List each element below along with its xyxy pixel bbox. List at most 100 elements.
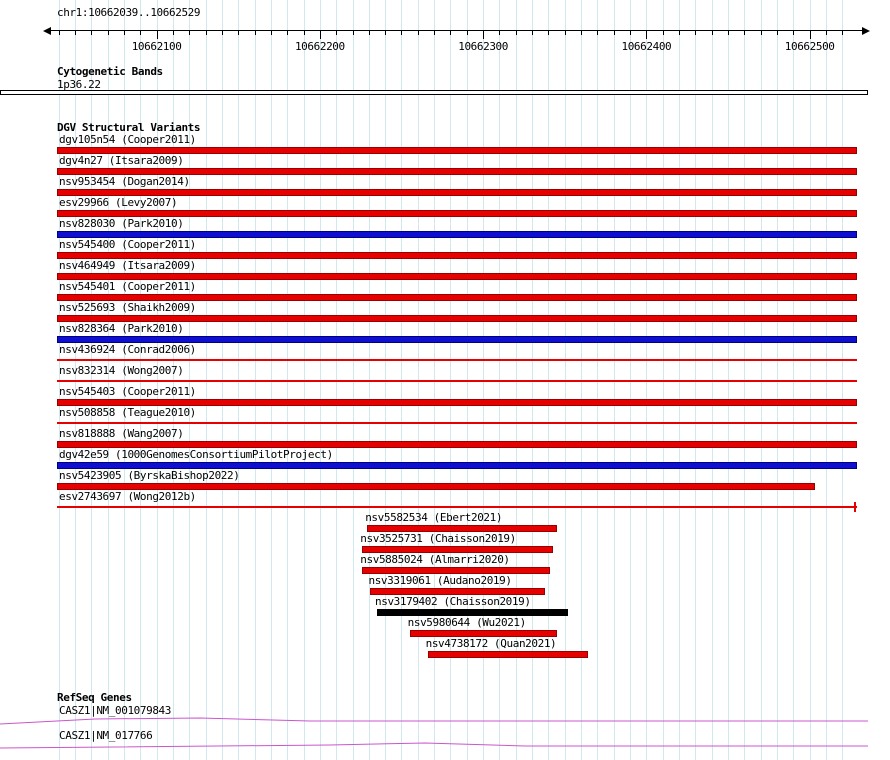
variant-label[interactable]: nsv5885024 (Almarri2020): [360, 553, 510, 566]
variant-label[interactable]: nsv464949 (Itsara2009): [59, 259, 196, 272]
variant-label[interactable]: nsv4738172 (Quan2021): [425, 637, 557, 650]
variant-label[interactable]: nsv3179402 (Chaisson2019): [375, 595, 531, 608]
variant-label[interactable]: nsv5423905 (ByrskaBishop2022): [59, 469, 240, 482]
variant-bar[interactable]: [57, 168, 857, 175]
ruler-minor-tick: [499, 31, 501, 35]
ruler-minor-tick: [532, 31, 534, 35]
gene-label[interactable]: CASZ1|NM_001079843: [59, 704, 172, 717]
ruler-minor-tick: [613, 31, 615, 35]
ruler-minor-tick: [466, 31, 468, 35]
ruler-minor-tick: [172, 31, 174, 35]
variant-label[interactable]: nsv953454 (Dogan2014): [59, 175, 190, 188]
variant-label[interactable]: nsv832314 (Wong2007): [59, 364, 184, 377]
dgv-track-row: dgv42e59 (1000GenomesConsortiumPilotProj…: [0, 449, 890, 470]
variant-bar[interactable]: [57, 399, 857, 406]
ruler-minor-tick: [711, 31, 713, 35]
ruler-minor-tick: [597, 31, 599, 35]
ruler-right-arrow-icon: [862, 27, 870, 35]
dgv-track-row: nsv5582534 (Ebert2021): [0, 512, 890, 533]
ruler-line: [50, 30, 864, 31]
variant-label[interactable]: dgv4n27 (Itsara2009): [59, 154, 184, 167]
ruler-minor-tick: [744, 31, 746, 35]
dgv-track-row: nsv953454 (Dogan2014): [0, 176, 890, 197]
ruler-minor-tick: [450, 31, 452, 35]
variant-bar[interactable]: [367, 525, 557, 532]
ruler-minor-tick: [777, 31, 778, 35]
variant-bar[interactable]: [57, 273, 857, 280]
cytoband-box[interactable]: [0, 90, 868, 95]
dgv-track-row: dgv105n54 (Cooper2011): [0, 134, 890, 155]
ruler-minor-tick: [254, 31, 256, 35]
variant-bar[interactable]: [57, 422, 857, 424]
variant-label[interactable]: nsv545400 (Cooper2011): [59, 238, 196, 251]
variant-label[interactable]: nsv828364 (Park2010): [59, 322, 184, 335]
ruler-minor-tick: [123, 31, 125, 35]
ruler-major-tick: [319, 31, 321, 39]
variant-bar[interactable]: [370, 588, 546, 595]
variant-bar[interactable]: [409, 630, 557, 637]
ruler-major-tick: [809, 31, 811, 39]
variant-bar[interactable]: [57, 462, 857, 469]
variant-label[interactable]: nsv3319061 (Audano2019): [368, 574, 512, 587]
region-label: chr1:10662039..10662529: [57, 6, 201, 19]
ruler-minor-tick: [270, 31, 272, 35]
dgv-track-row: nsv436924 (Conrad2006): [0, 344, 890, 365]
variant-bar[interactable]: [57, 359, 857, 361]
variant-label[interactable]: nsv5980644 (Wu2021): [407, 616, 527, 629]
ruler-minor-tick: [662, 31, 664, 35]
variant-label[interactable]: nsv436924 (Conrad2006): [59, 343, 196, 356]
variant-bar[interactable]: [57, 210, 857, 217]
dgv-track-row: nsv832314 (Wong2007): [0, 365, 890, 386]
variant-label[interactable]: nsv508858 (Teague2010): [59, 406, 196, 419]
variant-bar[interactable]: [57, 380, 857, 382]
dgv-track-row: nsv4738172 (Quan2021): [0, 638, 890, 659]
variant-label[interactable]: nsv525693 (Shaikh2009): [59, 301, 196, 314]
variant-bar[interactable]: [362, 546, 554, 553]
variant-label[interactable]: nsv818888 (Wang2007): [59, 427, 184, 440]
variant-label[interactable]: dgv42e59 (1000GenomesConsortiumPilotProj…: [59, 448, 333, 461]
gene-line[interactable]: [0, 715, 870, 727]
variant-bar[interactable]: [57, 189, 857, 196]
dgv-track-row: nsv818888 (Wang2007): [0, 428, 890, 449]
variant-label[interactable]: esv29966 (Levy2007): [59, 196, 178, 209]
ruler-minor-tick: [564, 31, 566, 35]
ruler-minor-tick: [107, 31, 109, 35]
dgv-track-row: nsv828364 (Park2010): [0, 323, 890, 344]
variant-bar[interactable]: [362, 567, 551, 574]
variant-bar[interactable]: [57, 231, 857, 238]
variant-bar[interactable]: [57, 252, 857, 259]
ruler-minor-tick: [581, 31, 583, 35]
ruler-tick-label: 10662500: [784, 40, 835, 53]
section-title-cytogenetic-bands: Cytogenetic Bands: [57, 65, 163, 78]
variant-bar[interactable]: [427, 651, 588, 658]
variant-label[interactable]: esv2743697 (Wong2012b): [59, 490, 196, 503]
ruler-minor-tick: [74, 31, 76, 35]
ruler-minor-tick: [385, 31, 387, 35]
variant-label[interactable]: dgv105n54 (Cooper2011): [59, 133, 196, 146]
ruler-left-arrow-icon: [43, 27, 51, 35]
variant-bar[interactable]: [57, 315, 857, 322]
variant-label[interactable]: nsv828030 (Park2010): [59, 217, 184, 230]
ruler-minor-tick: [368, 31, 370, 35]
ruler-major-tick: [156, 31, 158, 39]
variant-label[interactable]: nsv3525731 (Chaisson2019): [360, 532, 516, 545]
gene-line[interactable]: [0, 740, 870, 752]
variant-bar[interactable]: [57, 336, 857, 343]
variant-bar[interactable]: [57, 441, 857, 448]
variant-bar[interactable]: [57, 483, 815, 490]
ruler-minor-tick: [352, 31, 354, 35]
variant-bar[interactable]: [57, 294, 857, 301]
dgv-track-row: dgv4n27 (Itsara2009): [0, 155, 890, 176]
variant-label[interactable]: nsv5582534 (Ebert2021): [365, 511, 503, 524]
dgv-track-row: nsv508858 (Teague2010): [0, 407, 890, 428]
gene-label[interactable]: CASZ1|NM_017766: [59, 729, 153, 742]
ruler-tick-label: 10662400: [621, 40, 672, 53]
variant-bar[interactable]: [57, 506, 857, 508]
section-title-dgv-structural-variants: DGV Structural Variants: [57, 121, 201, 134]
variant-label[interactable]: nsv545403 (Cooper2011): [59, 385, 196, 398]
ruler-minor-tick: [58, 31, 60, 35]
variant-bar[interactable]: [377, 609, 569, 616]
variant-label[interactable]: nsv545401 (Cooper2011): [59, 280, 196, 293]
variant-bar[interactable]: [57, 147, 857, 154]
